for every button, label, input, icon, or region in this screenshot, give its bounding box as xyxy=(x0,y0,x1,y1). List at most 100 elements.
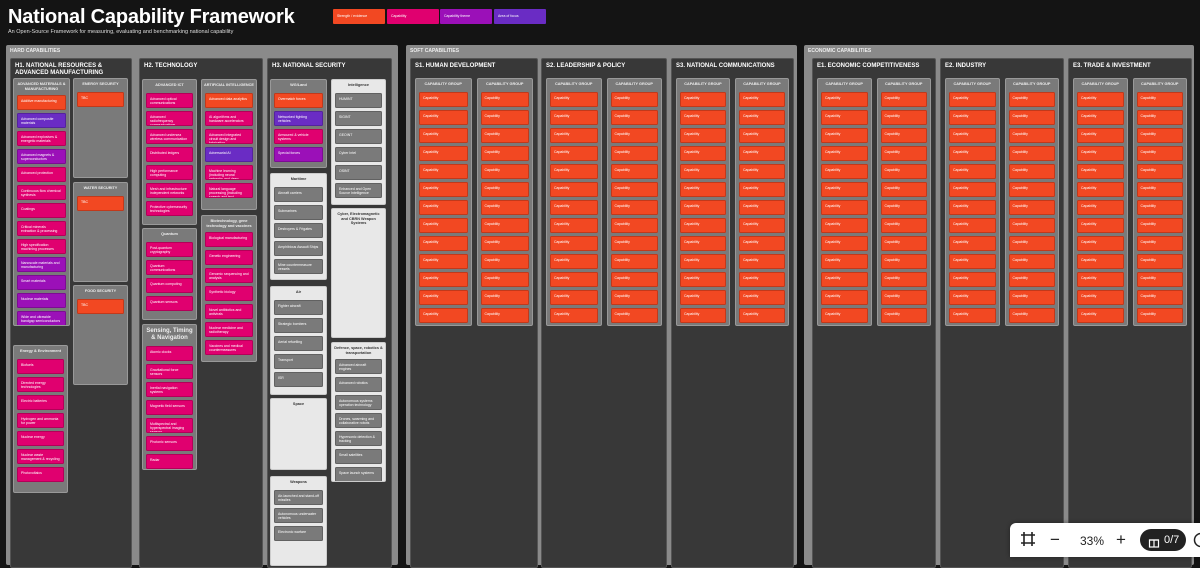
capability-card[interactable]: Aircraft carriers xyxy=(274,187,323,202)
capability-card[interactable]: Capability xyxy=(821,128,868,143)
capability-card[interactable]: Capability xyxy=(949,200,996,215)
capability-card[interactable]: Synthetic biology xyxy=(205,286,253,301)
capability-card[interactable]: Strategic bombers xyxy=(274,318,323,333)
capability-card[interactable]: Capability xyxy=(680,308,726,323)
capability-card[interactable]: Distributed ledgers xyxy=(146,147,193,162)
capability-card[interactable]: Capability xyxy=(550,164,598,179)
capability-card[interactable]: Transport xyxy=(274,354,323,369)
capability-card[interactable]: Capability xyxy=(481,200,530,215)
capability-card[interactable]: Capability xyxy=(481,218,530,233)
capability-card[interactable]: Capability xyxy=(680,218,726,233)
capability-card[interactable]: Capability xyxy=(1077,200,1124,215)
capability-card[interactable]: Capability xyxy=(1009,308,1056,323)
zoom-level[interactable]: 33% xyxy=(1080,534,1104,548)
capability-card[interactable]: Capability xyxy=(680,128,726,143)
capability-card[interactable]: Capability xyxy=(821,236,868,251)
capability-card[interactable]: Capability xyxy=(1137,236,1184,251)
capability-card[interactable]: Gravitational force sensors xyxy=(146,364,193,379)
capability-card[interactable]: Capability xyxy=(1009,92,1056,107)
capability-card[interactable]: Capability xyxy=(1137,200,1184,215)
capability-card[interactable]: Capability xyxy=(881,218,928,233)
capability-card[interactable]: Capability xyxy=(419,290,468,305)
capability-card[interactable]: Additive manufacturing xyxy=(17,95,66,110)
capability-card[interactable]: Hypersonic detection & tracking xyxy=(335,431,382,446)
capability-card[interactable]: Cyber Intel xyxy=(335,147,382,162)
legend-chip[interactable]: Capability xyxy=(387,9,439,24)
capability-card[interactable]: Capability xyxy=(550,308,598,323)
capability-card[interactable]: Novel antibiotics and antivirals xyxy=(205,304,253,319)
capability-card[interactable]: Capability xyxy=(550,272,598,287)
capability-card[interactable]: Advanced aircraft engines xyxy=(335,359,382,374)
capability-card[interactable]: Capability xyxy=(739,164,785,179)
capability-card[interactable]: Overmatch forces xyxy=(274,93,323,108)
capability-card[interactable]: Capability xyxy=(419,146,468,161)
capability-card[interactable]: Advanced composite materials xyxy=(17,113,66,128)
capability-card[interactable]: Capability xyxy=(419,128,468,143)
capability-card[interactable]: Capability xyxy=(949,110,996,125)
legend-chip[interactable]: Capability theme xyxy=(440,9,492,24)
capability-card[interactable]: Capability xyxy=(611,254,659,269)
capability-card[interactable]: Advanced undersea wireless communication xyxy=(146,129,193,144)
capability-card[interactable]: Capability xyxy=(739,308,785,323)
capability-card[interactable]: Capability xyxy=(680,110,726,125)
capability-card[interactable]: Capability xyxy=(611,182,659,197)
capability-card[interactable]: Nuclear materials xyxy=(17,293,66,308)
capability-card[interactable]: Advanced optical communications xyxy=(146,93,193,108)
capability-card[interactable]: Multispectral and hyperspectral imaging … xyxy=(146,418,193,433)
capability-card[interactable]: Capability xyxy=(739,182,785,197)
capability-card[interactable]: Capability xyxy=(881,272,928,287)
capability-card[interactable]: Capability xyxy=(1077,146,1124,161)
capability-card[interactable]: Capability xyxy=(881,92,928,107)
capability-card[interactable]: Advanced explosives & energetic material… xyxy=(17,131,66,146)
capability-card[interactable]: Capability xyxy=(419,164,468,179)
capability-card[interactable]: Smart materials xyxy=(17,275,66,290)
capability-card[interactable]: Drones, swarming and collaborative robot… xyxy=(335,413,382,428)
capability-card[interactable]: Continuous flow chemical synthesis xyxy=(17,185,66,200)
capability-card[interactable]: Nuclear waste management & recycling xyxy=(17,449,64,464)
capability-card[interactable]: Capability xyxy=(550,218,598,233)
capability-card[interactable]: Space launch systems xyxy=(335,467,382,482)
capability-card[interactable]: Networked fighting vehicles xyxy=(274,111,323,126)
capability-card[interactable]: Capability xyxy=(611,308,659,323)
capability-card[interactable]: Capability xyxy=(881,254,928,269)
capability-card[interactable]: Capability xyxy=(1137,290,1184,305)
capability-card[interactable]: Coatings xyxy=(17,203,66,218)
capability-card[interactable]: Capability xyxy=(949,254,996,269)
capability-card[interactable]: Capability xyxy=(821,164,868,179)
zoom-out-button[interactable]: − xyxy=(1050,531,1060,549)
capability-card[interactable]: Capability xyxy=(1009,218,1056,233)
capability-card[interactable]: Capability xyxy=(821,290,868,305)
capability-card[interactable]: Nanoscale materials and manufacturing xyxy=(17,257,66,272)
capability-card[interactable]: Capability xyxy=(611,236,659,251)
capability-card[interactable]: Capability xyxy=(1137,92,1184,107)
capability-card[interactable]: Capability xyxy=(550,146,598,161)
capability-card[interactable]: Capability xyxy=(1077,290,1124,305)
capability-card[interactable]: Capability xyxy=(550,128,598,143)
capability-card[interactable]: Quantum communications xyxy=(146,260,193,275)
capability-card[interactable]: Capability xyxy=(680,92,726,107)
capability-card[interactable]: Capability xyxy=(1009,200,1056,215)
capability-card[interactable]: ISR xyxy=(274,372,323,387)
capability-card[interactable]: Capability xyxy=(739,110,785,125)
capability-card[interactable]: Capability xyxy=(481,236,530,251)
capability-card[interactable]: High performance computing xyxy=(146,165,193,180)
capability-card[interactable]: Capability xyxy=(739,200,785,215)
capability-card[interactable]: Capability xyxy=(1077,236,1124,251)
capability-card[interactable]: Capability xyxy=(949,128,996,143)
capability-card[interactable]: Capability xyxy=(550,110,598,125)
capability-card[interactable]: Air-launched and stand-off missiles xyxy=(274,490,323,505)
capability-card[interactable]: Biofuels xyxy=(17,359,64,374)
capability-card[interactable]: Directed energy technologies xyxy=(17,377,64,392)
capability-card[interactable]: Enhanced and Open Source Intelligence xyxy=(335,183,382,198)
capability-card[interactable]: Capability xyxy=(550,254,598,269)
capability-card[interactable]: TBC xyxy=(77,299,124,314)
capability-card[interactable]: Capability xyxy=(881,200,928,215)
capability-card[interactable]: Genetic engineering xyxy=(205,250,253,265)
capability-card[interactable]: Radar xyxy=(146,454,193,469)
capability-card[interactable]: Capability xyxy=(739,146,785,161)
capability-card[interactable]: Mesh and infrastructure independent netw… xyxy=(146,183,193,198)
capability-card[interactable]: Capability xyxy=(550,236,598,251)
capability-card[interactable]: Capability xyxy=(881,164,928,179)
legend-chip[interactable]: Area of focus xyxy=(494,9,546,24)
capability-card[interactable]: Advanced robotics xyxy=(335,377,382,392)
